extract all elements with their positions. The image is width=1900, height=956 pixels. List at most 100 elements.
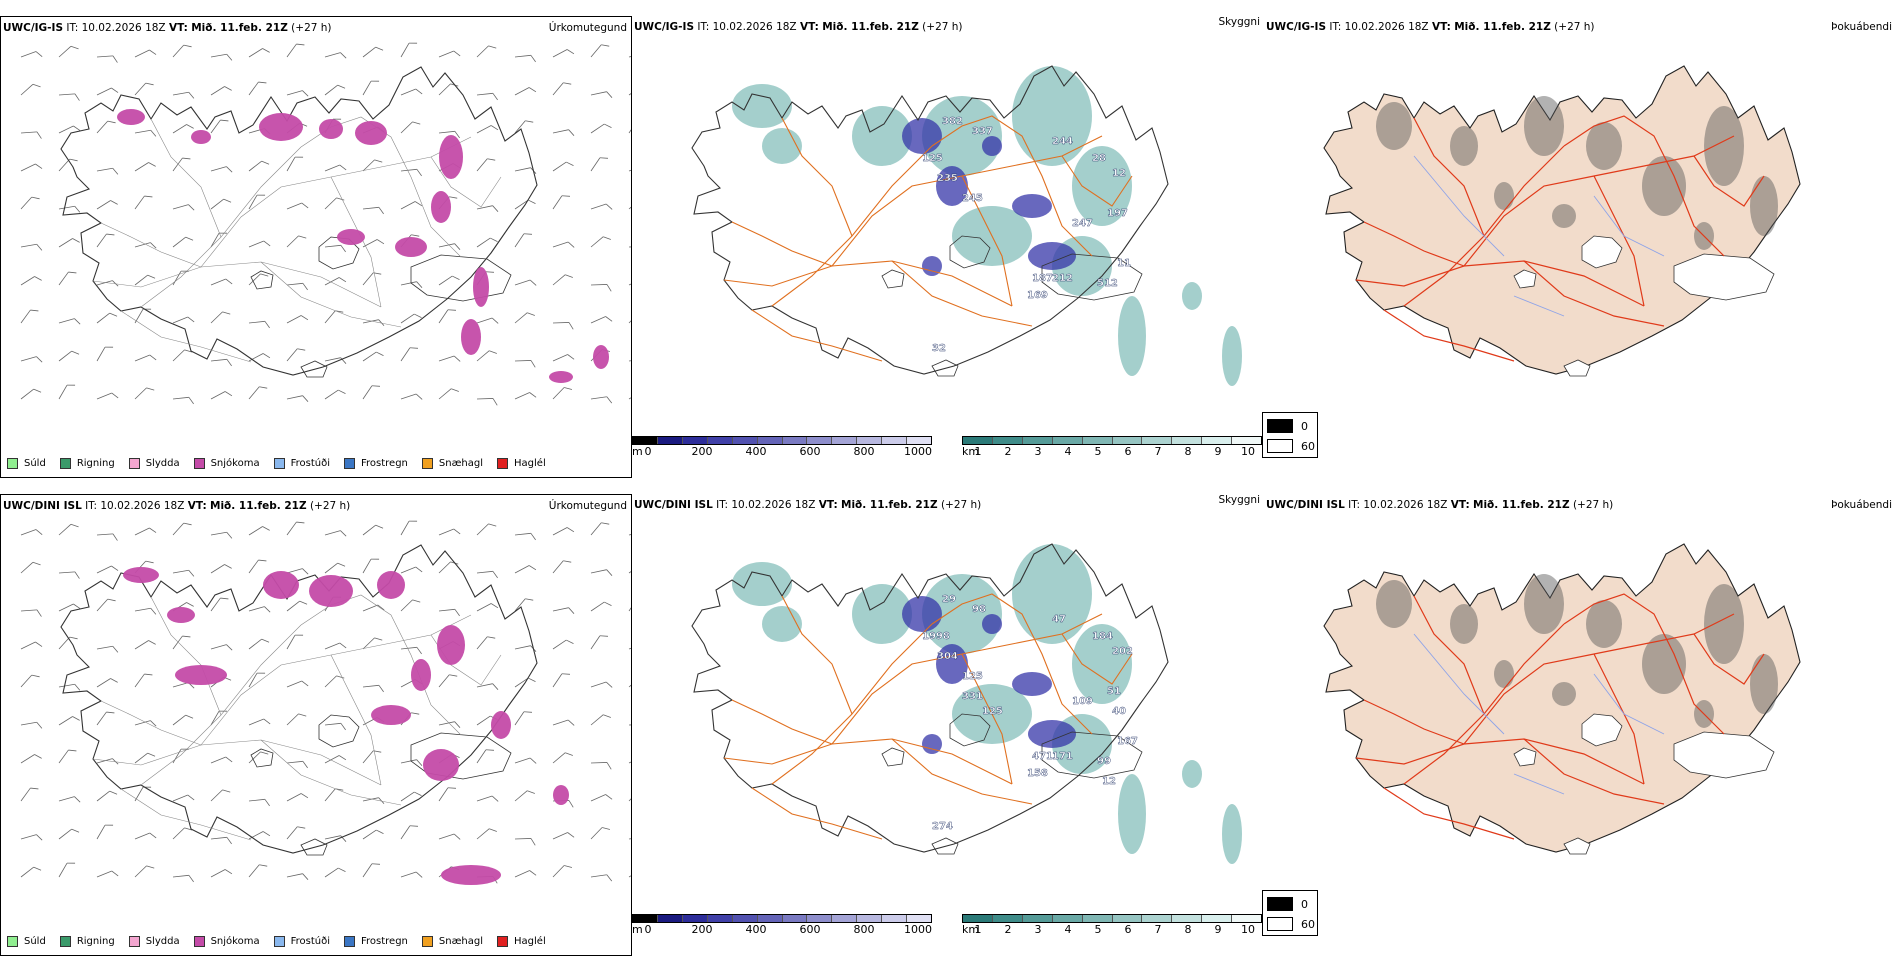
colorbar-strip bbox=[632, 914, 932, 923]
legend-label: Rigning bbox=[76, 457, 115, 469]
fog-panel-ig: UWC/IG-IS IT: 10.02.2026 18Z VT: Mið. 11… bbox=[1264, 16, 1896, 478]
legend-swatch bbox=[59, 457, 71, 469]
snowfall-area bbox=[491, 711, 511, 739]
wind-barb bbox=[172, 349, 193, 362]
panel-type-label: Þokuábendi bbox=[1831, 21, 1892, 33]
low-visibility-area bbox=[1222, 804, 1242, 864]
colorbar-tick: 1000 bbox=[904, 923, 932, 936]
wind-barb bbox=[400, 566, 423, 574]
wind-barb bbox=[210, 198, 232, 210]
wind-barb bbox=[172, 827, 193, 840]
wind-barb bbox=[552, 832, 575, 840]
colorbar-segment bbox=[732, 915, 758, 922]
road-line bbox=[150, 596, 222, 716]
road-line bbox=[1061, 633, 1133, 685]
low-visibility-area bbox=[1118, 774, 1146, 854]
snowfall-area bbox=[439, 135, 463, 179]
wind-barb bbox=[324, 788, 344, 802]
legend-swatch bbox=[7, 935, 18, 947]
road-line bbox=[891, 260, 1033, 327]
wind-barb bbox=[210, 86, 232, 96]
wind-barb bbox=[324, 244, 346, 253]
wind-barb bbox=[590, 236, 611, 248]
wind-barb bbox=[248, 559, 267, 574]
colorbar-tick: 200 bbox=[691, 445, 713, 458]
iceland-outline bbox=[60, 66, 538, 376]
wind-barb bbox=[248, 353, 271, 362]
wind-barb bbox=[286, 43, 305, 58]
wind-barb bbox=[20, 529, 43, 536]
legend-label: Snjókoma bbox=[210, 457, 260, 469]
glacier-outline bbox=[931, 359, 959, 377]
fog-map bbox=[1323, 543, 1801, 855]
wind-barb bbox=[248, 831, 271, 840]
colorbar-tick: 600 bbox=[799, 923, 821, 936]
panel-type-label: Skyggni bbox=[1218, 16, 1261, 28]
glacier-outline bbox=[300, 360, 328, 378]
legend-item: Frostúði bbox=[273, 935, 330, 947]
colorbar-tick: 3 bbox=[1034, 923, 1042, 936]
road-line bbox=[1061, 155, 1133, 207]
fog-index-area bbox=[1524, 574, 1564, 634]
wind-barb bbox=[552, 241, 575, 248]
wind-barb bbox=[552, 752, 573, 764]
wind-barb bbox=[628, 789, 631, 802]
panel-title: UWC/IG-IS IT: 10.02.2026 18Z VT: Mið. 11… bbox=[3, 22, 332, 34]
wind-barb bbox=[58, 45, 79, 58]
ceiling-height-label: 12 bbox=[1112, 168, 1126, 179]
wind-barb bbox=[20, 131, 42, 139]
wind-barb bbox=[20, 243, 43, 251]
legend-item: Slydda bbox=[128, 935, 180, 947]
wind-barb bbox=[590, 681, 613, 688]
colorbar-segment bbox=[1052, 915, 1083, 922]
wind-barb bbox=[590, 827, 611, 840]
wind-barb bbox=[96, 711, 115, 726]
wind-barb bbox=[438, 309, 457, 324]
road-line bbox=[1383, 787, 1515, 840]
wind-barb bbox=[96, 120, 116, 134]
panel-title: UWC/IG-IS IT: 10.02.2026 18Z VT: Mið. 11… bbox=[634, 21, 963, 33]
wind-barb bbox=[628, 278, 631, 286]
ceiling-height-label: 29 bbox=[942, 594, 956, 605]
ceiling-height-label: 51 bbox=[1107, 686, 1121, 697]
wind-barb bbox=[58, 158, 78, 172]
road-line bbox=[751, 309, 883, 362]
colorbar-segment bbox=[1202, 437, 1233, 444]
wind-barb bbox=[438, 833, 461, 840]
legend-label: Rigning bbox=[76, 935, 115, 947]
legend-item: Snjókoma bbox=[193, 935, 260, 947]
road-line bbox=[1363, 699, 1465, 745]
road-line bbox=[781, 117, 853, 237]
wind-barb bbox=[628, 676, 631, 688]
road-line bbox=[200, 136, 472, 268]
wind-barb bbox=[248, 798, 270, 807]
ceiling-height-label: 12 bbox=[1102, 776, 1116, 787]
wind-barb bbox=[96, 645, 119, 653]
wind-barb bbox=[96, 565, 119, 574]
road-line bbox=[781, 595, 853, 715]
wind-barb bbox=[514, 757, 537, 764]
wind-barb bbox=[20, 834, 43, 841]
wind-barb bbox=[248, 638, 270, 650]
wind-barb bbox=[438, 721, 461, 728]
road-line bbox=[1563, 593, 1725, 735]
legend-swatch bbox=[421, 935, 433, 947]
legend-swatch bbox=[344, 935, 355, 947]
wind-barb bbox=[590, 91, 613, 98]
cloud-panel-ig: UWC/IG-IS IT: 10.02.2026 18Z VT: Mið. 11… bbox=[632, 16, 1264, 478]
wind-barb bbox=[248, 864, 268, 878]
wind-barb bbox=[324, 52, 347, 59]
wind-barb bbox=[476, 92, 498, 101]
wind-barb bbox=[514, 199, 536, 210]
road-line bbox=[120, 788, 252, 841]
wind-barb bbox=[210, 391, 233, 400]
cloud-map: 29 98 47 1998 304 184 202 125 51 109 471 171 158 99 16… bbox=[691, 543, 1242, 864]
wind-barb bbox=[514, 677, 536, 688]
wind-barb bbox=[438, 50, 461, 58]
wind-barb bbox=[286, 568, 309, 575]
low-visibility-area bbox=[762, 128, 802, 164]
colorbar-segment bbox=[857, 437, 883, 444]
wind-barb bbox=[134, 752, 156, 764]
wind-barb bbox=[476, 158, 496, 172]
wind-barb bbox=[476, 603, 499, 612]
